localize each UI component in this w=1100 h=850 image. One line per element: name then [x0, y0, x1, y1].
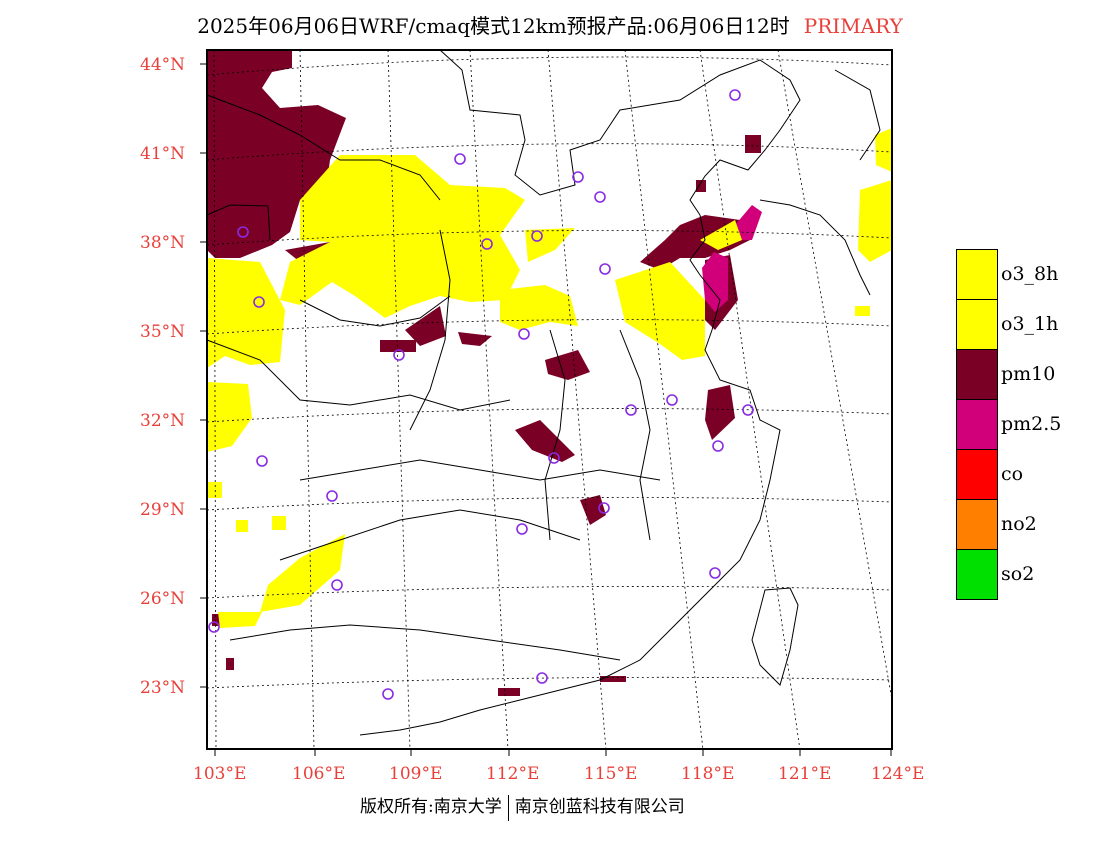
lon-label-109e: 109°E [389, 764, 443, 784]
pm25-field [702, 205, 762, 312]
legend-swatch [956, 249, 998, 300]
copyright-footer: 版权所有:南京大学 南京创蓝科技有限公司 [360, 792, 685, 821]
footer-right: 南京创蓝科技有限公司 [514, 797, 685, 817]
legend-swatch [956, 499, 998, 550]
title-tag: PRIMARY [803, 14, 903, 38]
footer-separator [507, 794, 509, 821]
lon-label-124e: 124°E [871, 764, 925, 784]
legend-swatch [956, 449, 998, 500]
o3-field [207, 128, 892, 628]
map-frame [206, 49, 893, 750]
legend-swatch [956, 299, 998, 350]
legend-label: o3_1h [1001, 313, 1059, 335]
title-main: 2025年06月06日WRF/cmaq模式12km预报产品:06月06日12时 [197, 14, 790, 38]
graticule [206, 49, 893, 751]
boundaries [206, 49, 881, 736]
lat-label-38n: 38°N [140, 233, 186, 253]
legend-swatch [956, 399, 998, 450]
legend-swatch [956, 349, 998, 400]
station-markers [208, 89, 754, 700]
footer-left: 版权所有:南京大学 [360, 797, 502, 817]
map-title: 2025年06月06日WRF/cmaq模式12km预报产品:06月06日12时 P… [0, 10, 1100, 39]
legend-label: o3_8h [1001, 263, 1059, 285]
legend-label: pm2.5 [1001, 413, 1062, 435]
lat-label-26n: 26°N [140, 589, 186, 609]
pm10-field [207, 50, 761, 696]
legend-swatch [956, 549, 998, 600]
lon-label-118e: 118°E [681, 764, 735, 784]
lon-label-121e: 121°E [778, 764, 832, 784]
legend-label: co [1001, 463, 1024, 485]
lat-label-35n: 35°N [140, 322, 186, 342]
lat-label-32n: 32°N [140, 411, 186, 431]
lon-label-106e: 106°E [292, 764, 346, 784]
lat-label-23n: 23°N [140, 678, 186, 698]
legend-label: so2 [1001, 563, 1035, 585]
lat-label-29n: 29°N [140, 500, 186, 520]
lat-label-41n: 41°N [140, 144, 186, 164]
lon-label-115e: 115°E [584, 764, 638, 784]
frame-ticks [200, 63, 892, 756]
legend-label: no2 [1001, 513, 1037, 535]
legend-label: pm10 [1001, 363, 1056, 385]
lon-label-103e: 103°E [193, 764, 247, 784]
lat-label-44n: 44°N [140, 55, 186, 75]
lon-label-112e: 112°E [486, 764, 540, 784]
